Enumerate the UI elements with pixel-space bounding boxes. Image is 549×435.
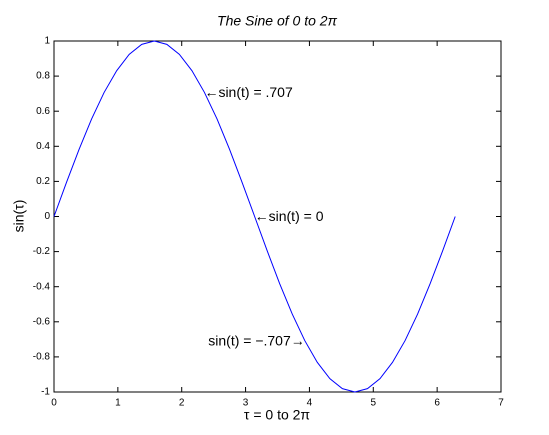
y-tick-label: 0.8 <box>36 71 50 82</box>
y-tick-label: -0.4 <box>33 281 51 292</box>
x-tick-label: 7 <box>498 398 504 409</box>
y-tick-label: 0 <box>44 211 50 222</box>
x-tick-label: 6 <box>434 398 440 409</box>
y-tick-label: 0.4 <box>36 141 50 152</box>
y-tick-label: 0.2 <box>36 176 50 187</box>
y-tick-label: -0.6 <box>33 316 51 327</box>
x-tick-label: 0 <box>51 398 57 409</box>
y-axis-label: sin(τ) <box>11 200 27 233</box>
x-tick-label: 1 <box>115 398 121 409</box>
x-tick-label: 5 <box>371 398 377 409</box>
x-tick-label: 4 <box>307 398 313 409</box>
y-tick-label: 1 <box>44 36 50 47</box>
chart-title: The Sine of 0 to 2π <box>217 13 338 29</box>
y-tick-label: -0.2 <box>33 246 51 257</box>
x-tick-label: 2 <box>179 398 185 409</box>
annotation: ←sin(t) = 0 <box>255 208 324 224</box>
x-axis-label: τ = 0 to 2π <box>244 407 311 423</box>
sine-line <box>53 40 456 393</box>
y-tick-label: -0.8 <box>33 352 51 363</box>
y-tick-label: -1 <box>41 387 50 398</box>
annotation: sin(t) = −.707→ <box>208 332 305 348</box>
x-tick-label: 3 <box>243 398 249 409</box>
annotation: ←sin(t) = .707 <box>204 84 293 100</box>
y-tick-label: 0.6 <box>36 106 50 117</box>
